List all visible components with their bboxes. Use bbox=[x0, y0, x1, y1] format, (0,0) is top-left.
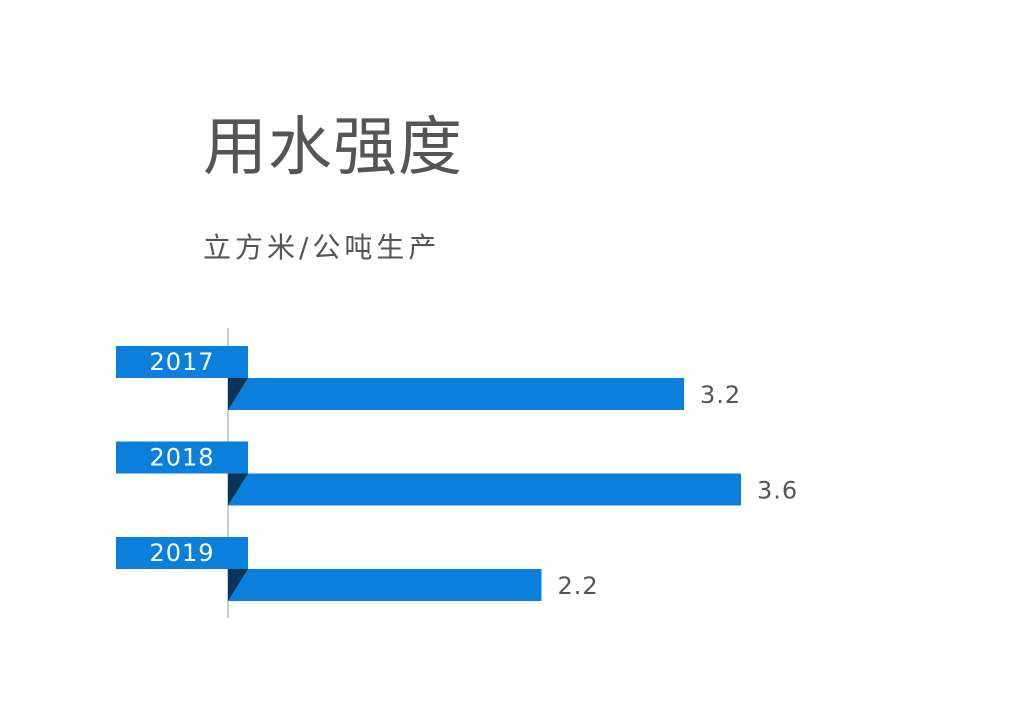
bar-2017 bbox=[228, 378, 684, 410]
value-label-2019: 2.2 bbox=[558, 572, 599, 600]
bar-2018 bbox=[228, 473, 741, 506]
value-label-2018: 3.6 bbox=[757, 477, 798, 505]
value-label-2017: 3.2 bbox=[700, 381, 741, 409]
chart-title: 用水强度 bbox=[203, 111, 463, 185]
bar-2019 bbox=[228, 569, 542, 601]
category-tab-2019 bbox=[116, 537, 248, 569]
category-label-2018: 2018 bbox=[149, 444, 214, 472]
bar-fold-2017 bbox=[228, 378, 248, 410]
category-label-2017: 2017 bbox=[149, 348, 214, 376]
category-label-2019: 2019 bbox=[149, 539, 214, 567]
category-tab-2018 bbox=[116, 441, 248, 474]
bar-fold-2018 bbox=[228, 473, 248, 506]
chart-subtitle: 立方米/公吨生产 bbox=[203, 231, 441, 264]
bar-fold-2019 bbox=[228, 569, 248, 601]
bars-group: 2017 3.2 2018 3.6 2019 2.2 bbox=[116, 346, 798, 601]
category-tab-2017 bbox=[116, 346, 248, 378]
